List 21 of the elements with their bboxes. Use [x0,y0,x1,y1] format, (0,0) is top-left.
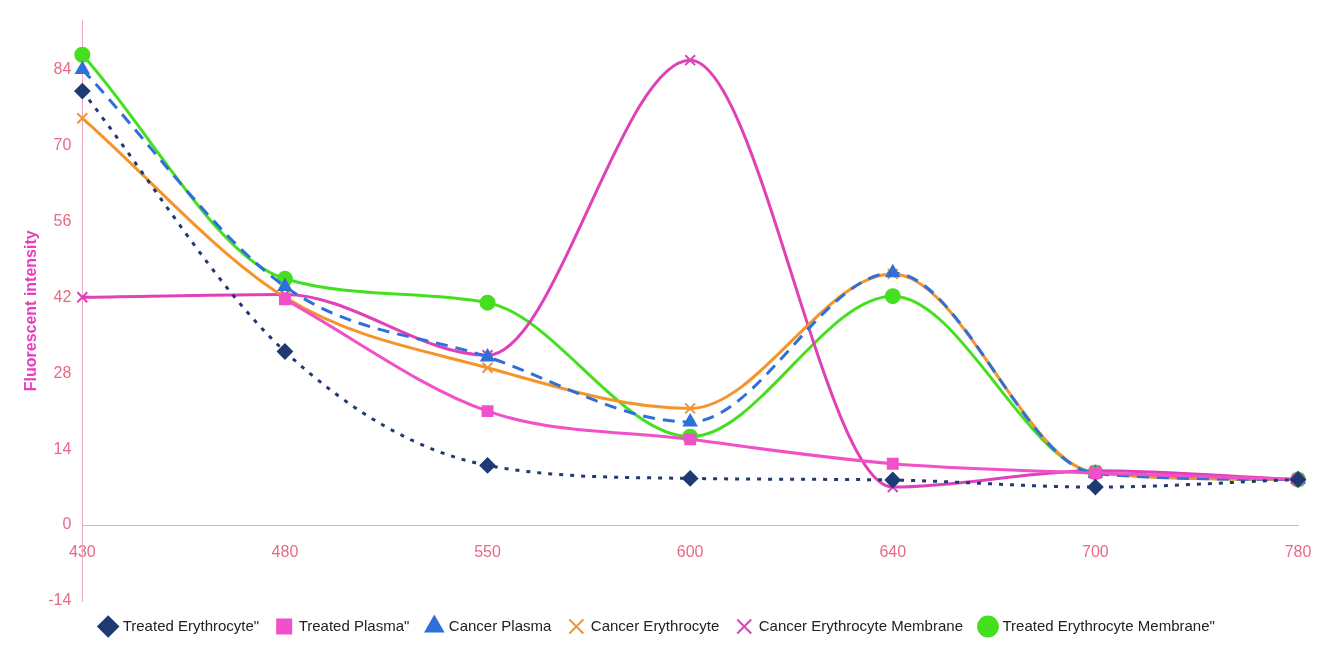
y-tick-label: 84 [53,59,72,77]
x-tick-label: 600 [676,543,704,561]
x-tick-label: 640 [879,543,907,561]
y-tick-label: 70 [53,135,72,153]
legend-label: Cancer Erythrocyte [590,616,720,634]
y-tick-label: 0 [62,515,72,533]
legend-label: Treated Plasma" [298,616,410,634]
legend-label: Treated Erythrocyte Membrane" [1002,616,1215,634]
legend-label: Cancer Plasma [448,616,553,634]
x-tick-label: 550 [474,543,501,561]
x-tick-label: 700 [1082,543,1109,561]
legend-label: Cancer Erythrocyte Membrane [758,616,963,634]
y-tick-label: 28 [53,363,72,381]
y-tick-label: -14 [48,591,72,609]
x-tick-label: 780 [1284,543,1312,561]
y-axis-title: Fluorescent intensity [22,230,40,392]
legend-label: Treated Erythrocyte" [122,616,260,634]
y-tick-label: 56 [53,211,72,229]
x-tick-label: 480 [271,543,299,561]
y-tick-label: 14 [53,439,72,457]
y-tick-label: 42 [53,287,72,305]
